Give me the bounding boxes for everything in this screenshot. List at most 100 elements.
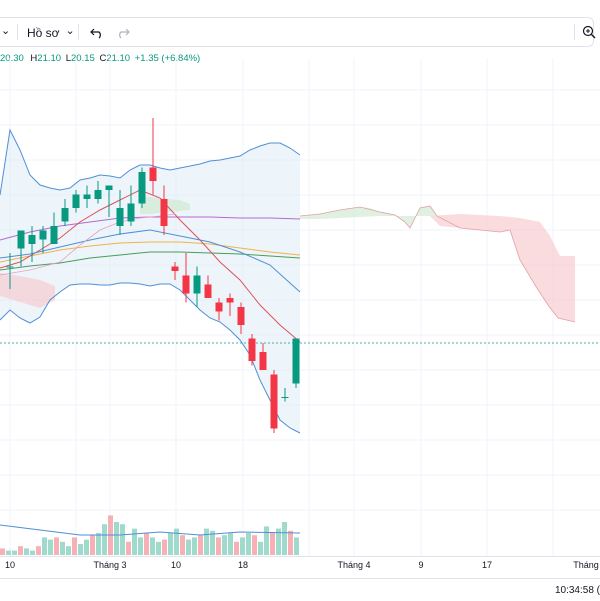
volume-bar	[216, 537, 221, 555]
redo-icon	[119, 28, 130, 39]
profile-dropdown-button[interactable]: Hồ sơ ⌄	[27, 24, 75, 42]
volume-bar	[90, 535, 95, 555]
x-tick-label: 18	[237, 560, 249, 570]
volume-bar	[120, 524, 125, 555]
x-tick-label: Tháng	[573, 560, 599, 570]
volume-bar	[84, 539, 89, 555]
candle-body	[50, 226, 58, 244]
candle-body	[72, 194, 80, 208]
candle-body	[83, 194, 91, 199]
volume-bar	[114, 522, 119, 555]
toolbar-separator	[574, 24, 575, 40]
candle-body	[215, 302, 223, 312]
toolbar-separator	[78, 24, 79, 40]
zoom-button[interactable]	[582, 24, 598, 42]
volume-bar	[138, 537, 143, 555]
x-tick-label: 9	[418, 560, 424, 570]
x-axis: 10 Tháng 3 10 18 Tháng 4 9 17 Tháng	[0, 556, 600, 577]
volume-bar	[180, 535, 185, 555]
x-tick-label: Tháng 3	[93, 560, 127, 570]
volume-bar	[102, 524, 107, 555]
volume-bar	[36, 546, 41, 555]
volume-bar	[12, 550, 17, 555]
candle-body	[237, 307, 245, 325]
candle-body	[116, 208, 124, 226]
ohlc-legend: 20.30 H21.10 L20.15 C21.10 +1.35 (+6.84%…	[0, 53, 200, 64]
candle-body	[28, 235, 36, 244]
volume-bar	[18, 546, 23, 555]
candle-body	[259, 352, 267, 370]
candle-body	[61, 208, 69, 222]
candle-body	[138, 172, 146, 204]
close-value: 21.10	[106, 53, 131, 64]
open-value: 20.30	[0, 53, 24, 64]
volume-bar	[72, 537, 77, 555]
volume-bar	[222, 535, 227, 555]
volume-bar	[234, 541, 239, 555]
candles-group	[6, 118, 300, 433]
close-key: C	[99, 53, 107, 64]
top-toolbar: ⌄ Hồ sơ ⌄	[0, 0, 600, 47]
ichimoku-cloud-red	[430, 214, 575, 322]
volume-bar	[264, 526, 269, 555]
volume-bar	[162, 539, 167, 555]
volume-bar	[150, 537, 155, 555]
toolbar-separator	[17, 24, 18, 40]
change-value: +1.35 (+6.84%)	[134, 53, 201, 64]
volume-bar	[198, 535, 203, 555]
volume-bar	[186, 539, 191, 555]
volume-bar	[0, 548, 5, 555]
volume-bar	[210, 530, 215, 555]
ma-green-line	[0, 251, 301, 271]
chevron-down-icon: ⌄	[1, 24, 11, 37]
volume-bar	[6, 550, 11, 555]
volume-bar	[204, 528, 209, 555]
profile-label: Hồ sơ	[27, 26, 60, 40]
volume-bar	[78, 544, 83, 555]
volume-bar	[96, 533, 101, 555]
volume-bar	[60, 541, 65, 555]
volume-bar	[30, 550, 35, 555]
x-tick-label: 17	[481, 560, 493, 570]
redo-button[interactable]	[116, 24, 130, 42]
candle-body	[281, 397, 289, 398]
volume-bar	[168, 533, 173, 555]
volume-bar	[228, 533, 233, 555]
volume-bar	[42, 537, 47, 555]
volume-bar	[270, 533, 275, 555]
chevron-down-icon: ⌄	[65, 24, 75, 37]
volume-bar	[246, 533, 251, 555]
candle-body	[160, 199, 168, 226]
candle-body	[204, 284, 212, 298]
candle-body	[94, 190, 102, 199]
bollinger-upper-line	[0, 128, 301, 196]
volume-bar	[156, 541, 161, 555]
price-chart[interactable]	[0, 58, 600, 556]
volume-bar	[240, 537, 245, 555]
volume-group	[0, 515, 301, 555]
volume-bar	[144, 533, 149, 555]
volume-bar	[282, 522, 287, 555]
candle-body	[270, 374, 278, 429]
volume-bar	[54, 537, 59, 555]
candle-body	[6, 266, 14, 268]
low-value: 20.15	[71, 53, 95, 64]
zoom-icon	[582, 25, 596, 39]
undo-button[interactable]	[90, 24, 104, 42]
candle-body	[193, 275, 201, 294]
volume-bar	[294, 537, 299, 555]
volume-bar	[24, 548, 29, 555]
volume-bar	[252, 535, 257, 555]
ichimoku-cloud-red-left	[0, 273, 55, 308]
candle-body	[171, 266, 179, 271]
volume-bar	[126, 541, 131, 555]
candle-body	[127, 203, 135, 222]
high-value: 21.10	[37, 53, 62, 64]
volume-bar	[192, 537, 197, 555]
ichimoku-span-a	[299, 205, 576, 323]
high-key: H	[30, 53, 38, 64]
x-tick-label: Tháng 4	[337, 560, 371, 570]
symbol-dropdown-button[interactable]: ⌄	[1, 24, 10, 42]
volume-bar	[66, 546, 71, 555]
volume-bar	[276, 528, 281, 555]
